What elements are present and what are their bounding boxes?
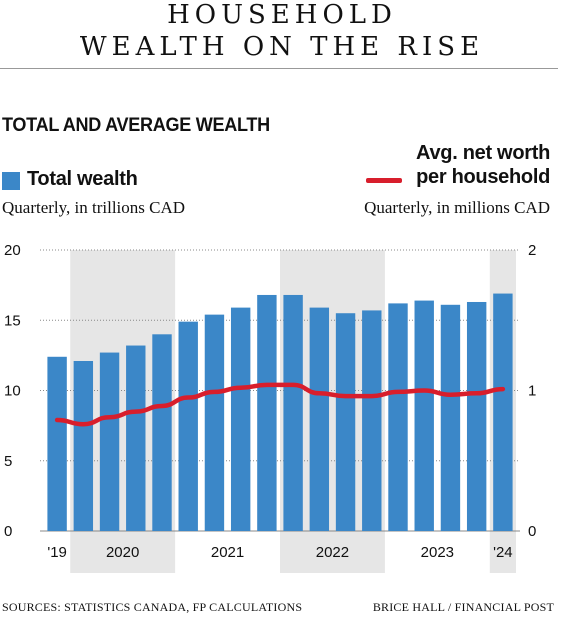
grid-lines [40,249,520,532]
x-tick-2021: 2021 [211,544,244,561]
y-left-tick-15: 15 [4,312,21,329]
left-y-axis: 0 5 10 15 20 [4,242,21,540]
chart-title-line-2: WEALTH ON THE RISE [79,32,485,62]
legend-bar-swatch [2,172,20,190]
bar-2024Q1 [493,293,513,531]
source-note: SOURCES: STATISTICS CANADA, FP CALCULATI… [2,600,303,614]
y-right-tick-2: 2 [528,242,536,259]
x-tick-2022: 2022 [316,544,349,561]
bar-2023Q2 [414,300,434,531]
bar-2022Q3 [335,313,356,531]
bar-2020Q1 [73,360,94,531]
credit-note: BRICE HALL / FINANCIAL POST [372,600,554,614]
y-left-tick-10: 10 [4,383,21,400]
line-avg-net-worth [54,382,506,427]
x-axis: '19 2020 2021 2022 2023 '24 [47,544,512,561]
chart-subtitle: TOTAL AND AVERAGE WEALTH [2,115,270,136]
y-left-tick-5: 5 [4,453,12,470]
legend-bar-label: Total wealth [27,168,138,190]
bar-2022Q4 [362,310,382,531]
left-axis-unit: Quarterly, in trillions CAD [2,198,186,217]
bar-2019Q4 [47,356,67,531]
x-tick-2019: '19 [47,544,67,561]
legend-line-label-2: per household [416,166,550,188]
bar-2021Q3 [230,307,251,531]
title-divider [0,68,558,69]
y-right-tick-0: 0 [528,523,536,540]
y-right-tick-1: 1 [528,383,536,400]
right-y-axis: 0 1 2 [528,242,536,540]
legend-line-swatch [366,178,402,183]
bar-2022Q2 [309,307,330,531]
x-tick-2020: 2020 [106,544,139,561]
bar-2021Q4 [257,294,277,531]
x-tick-2023: 2023 [421,544,454,561]
bar-2021Q2 [204,314,225,531]
bar-2023Q1 [388,303,408,531]
bar-2020Q2 [99,352,120,531]
bar-2021Q1 [178,321,198,531]
avg-net-worth-line [54,382,506,427]
chart-title-line-1: HOUSEHOLD [167,0,397,30]
bar-2023Q4 [466,301,487,531]
right-axis-unit: Quarterly, in millions CAD [364,198,550,217]
bars-total-wealth [47,293,513,531]
y-left-tick-0: 0 [4,523,12,540]
wealth-chart: 0 5 10 15 20 0 1 2 '19 2020 2021 2022 2023 '24 [4,242,536,573]
x-tick-2024: '24 [493,544,513,561]
bar-2020Q3 [126,345,146,531]
legend-line-label-1: Avg. net worth [416,142,550,164]
y-left-tick-20: 20 [4,242,21,259]
bar-2023Q3 [440,304,461,531]
bar-2020Q4 [152,334,172,531]
bar-2022Q1 [283,294,303,531]
